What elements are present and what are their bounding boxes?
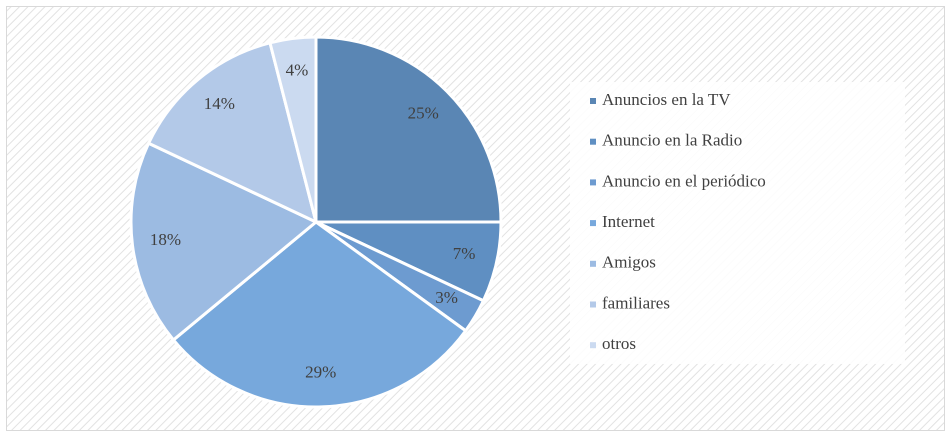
data-label: 18% <box>150 230 181 249</box>
data-label: 4% <box>286 60 309 79</box>
legend-label: Anuncios en la TV <box>602 90 731 109</box>
pie-slice <box>129 141 319 343</box>
pie-slice <box>171 220 468 409</box>
legend-label: Internet <box>602 212 655 231</box>
legend-marker <box>590 98 596 104</box>
legend-box <box>570 82 905 364</box>
legend-marker <box>590 179 596 186</box>
data-label: 7% <box>453 244 476 263</box>
legend-label: Amigos <box>602 253 656 272</box>
legend-marker <box>590 220 596 227</box>
data-label: 14% <box>204 94 235 113</box>
data-label: 25% <box>408 104 439 123</box>
data-label: 29% <box>305 363 336 382</box>
pie-slice <box>268 35 318 223</box>
data-label: 3% <box>435 288 458 307</box>
legend-marker <box>590 342 596 349</box>
pie-slice <box>314 35 503 224</box>
legend-marker <box>590 260 596 267</box>
legend-label: otros <box>602 334 636 353</box>
legend-marker <box>590 301 596 308</box>
legend-label: Anuncio en el periódico <box>602 171 766 190</box>
legend-marker <box>590 138 596 145</box>
legend-label: familiares <box>602 293 670 312</box>
legend-label: Anuncio en la Radio <box>602 131 742 150</box>
pie-slice <box>146 40 319 225</box>
